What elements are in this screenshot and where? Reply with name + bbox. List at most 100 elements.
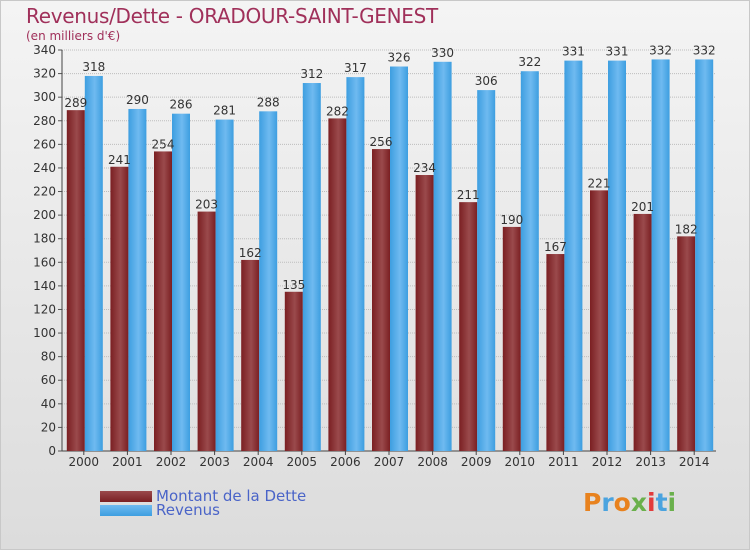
y-tick-label: 160 [33, 255, 56, 269]
bar-debt-2014 [677, 236, 696, 451]
bar-debt-2005 [284, 291, 303, 451]
y-tick-label: 320 [33, 67, 56, 81]
data-label-revenue-2002: 286 [170, 98, 193, 112]
proxiti-logo: Proxiti [583, 488, 676, 517]
x-tick-label-2003: 2003 [199, 455, 230, 469]
data-label-revenue-2012: 331 [606, 45, 629, 59]
data-label-debt-2002: 254 [152, 137, 175, 151]
data-label-debt-2014: 182 [675, 222, 698, 236]
data-label-revenue-2011: 331 [562, 45, 585, 59]
bar-debt-2010 [502, 226, 521, 451]
bar-revenue-2006 [346, 77, 365, 452]
data-label-revenue-2000: 318 [82, 60, 105, 74]
data-label-debt-2013: 201 [631, 200, 654, 214]
x-tick-label-2007: 2007 [374, 455, 405, 469]
y-tick-label: 220 [33, 185, 56, 199]
x-tick-label-2004: 2004 [243, 455, 274, 469]
data-label-revenue-2007: 326 [388, 51, 411, 65]
data-label-debt-2008: 234 [413, 161, 436, 175]
y-tick-label: 280 [33, 114, 56, 128]
data-label-revenue-2004: 288 [257, 95, 280, 109]
bar-revenue-2001 [128, 108, 147, 452]
y-tick-label: 80 [41, 350, 56, 364]
data-label-debt-2011: 167 [544, 240, 567, 254]
bar-debt-2011 [546, 254, 565, 451]
y-tick-label: 0 [48, 444, 56, 458]
x-tick-label-2005: 2005 [287, 455, 318, 469]
data-label-revenue-2006: 317 [344, 61, 367, 75]
x-tick-label-2013: 2013 [635, 455, 666, 469]
y-tick-label: 120 [33, 302, 56, 316]
y-tick-label: 200 [33, 208, 56, 222]
bar-debt-2006 [328, 118, 347, 451]
logo-letter: r [601, 488, 614, 517]
bar-revenue-2008 [433, 61, 452, 451]
logo-letter: i [647, 488, 656, 517]
bar-revenue-2011 [564, 60, 583, 451]
bar-debt-2000 [66, 110, 85, 452]
legend-label-debt: Montant de la Dette [156, 487, 307, 505]
x-tick-label-2011: 2011 [548, 455, 579, 469]
data-label-debt-2009: 211 [457, 188, 480, 202]
y-tick-label: 180 [33, 232, 56, 246]
data-label-revenue-2014: 332 [693, 43, 716, 57]
bar-revenue-2002 [172, 113, 190, 451]
bar-revenue-2010 [520, 71, 539, 452]
y-tick-label: 60 [41, 373, 56, 387]
data-label-debt-2005: 135 [282, 278, 305, 292]
y-tick-label: 100 [33, 326, 56, 340]
bar-debt-2002 [154, 151, 172, 451]
logo-letter: P [583, 488, 602, 517]
data-label-debt-2010: 190 [500, 213, 523, 227]
bar-revenue-2009 [477, 90, 496, 451]
x-tick-label-2014: 2014 [679, 455, 710, 469]
logo-letter: i [667, 488, 677, 517]
bar-revenue-2007 [390, 66, 408, 451]
data-label-debt-2003: 203 [195, 198, 218, 212]
data-label-revenue-2001: 290 [126, 93, 149, 107]
bar-debt-2009 [459, 202, 478, 451]
x-tick-label-2002: 2002 [156, 455, 187, 469]
legend-swatch-revenue [100, 505, 152, 516]
y-tick-label: 240 [33, 161, 56, 175]
chart-title: Revenus/Dette - ORADOUR-SAINT-GENEST [26, 4, 438, 28]
y-tick-label: 300 [33, 90, 56, 104]
x-tick-label-2008: 2008 [417, 455, 448, 469]
bar-revenue-2000 [84, 75, 103, 452]
data-label-revenue-2005: 312 [300, 67, 323, 81]
bar-revenue-2005 [302, 83, 321, 451]
data-label-debt-2006: 282 [326, 104, 349, 118]
logo-letter: x [630, 488, 647, 517]
legend-swatch-debt [100, 491, 152, 502]
bar-revenue-2014 [695, 59, 714, 451]
bar-debt-2008 [415, 175, 434, 452]
data-label-revenue-2013: 332 [649, 43, 672, 57]
data-label-debt-2000: 289 [64, 96, 87, 110]
bar-debt-2003 [197, 211, 216, 451]
data-label-revenue-2008: 330 [431, 46, 454, 60]
data-label-debt-2001: 241 [108, 153, 131, 167]
chart-unit-label: (en milliers d'€) [26, 29, 121, 43]
data-label-revenue-2009: 306 [475, 74, 498, 88]
y-tick-label: 140 [33, 279, 56, 293]
bar-debt-2007 [372, 149, 390, 451]
bar-debt-2012 [590, 190, 608, 451]
bar-debt-2013 [633, 213, 652, 451]
logo-letter: t [655, 488, 668, 517]
legend-label-revenue: Revenus [156, 501, 220, 519]
bar-revenue-2012 [608, 60, 626, 451]
bar-revenue-2013 [651, 59, 670, 451]
y-tick-label: 260 [33, 137, 56, 151]
y-tick-label: 20 [41, 420, 56, 434]
x-tick-label-2012: 2012 [592, 455, 623, 469]
y-tick-label: 40 [41, 397, 56, 411]
bar-revenue-2004 [259, 111, 278, 452]
x-tick-label-2009: 2009 [461, 455, 492, 469]
x-tick-label-2001: 2001 [112, 455, 143, 469]
data-label-debt-2004: 162 [239, 246, 262, 260]
bar-revenue-2003 [215, 119, 234, 451]
x-tick-label-2000: 2000 [69, 455, 100, 469]
data-label-debt-2007: 256 [370, 135, 393, 149]
bar-debt-2004 [241, 259, 260, 451]
